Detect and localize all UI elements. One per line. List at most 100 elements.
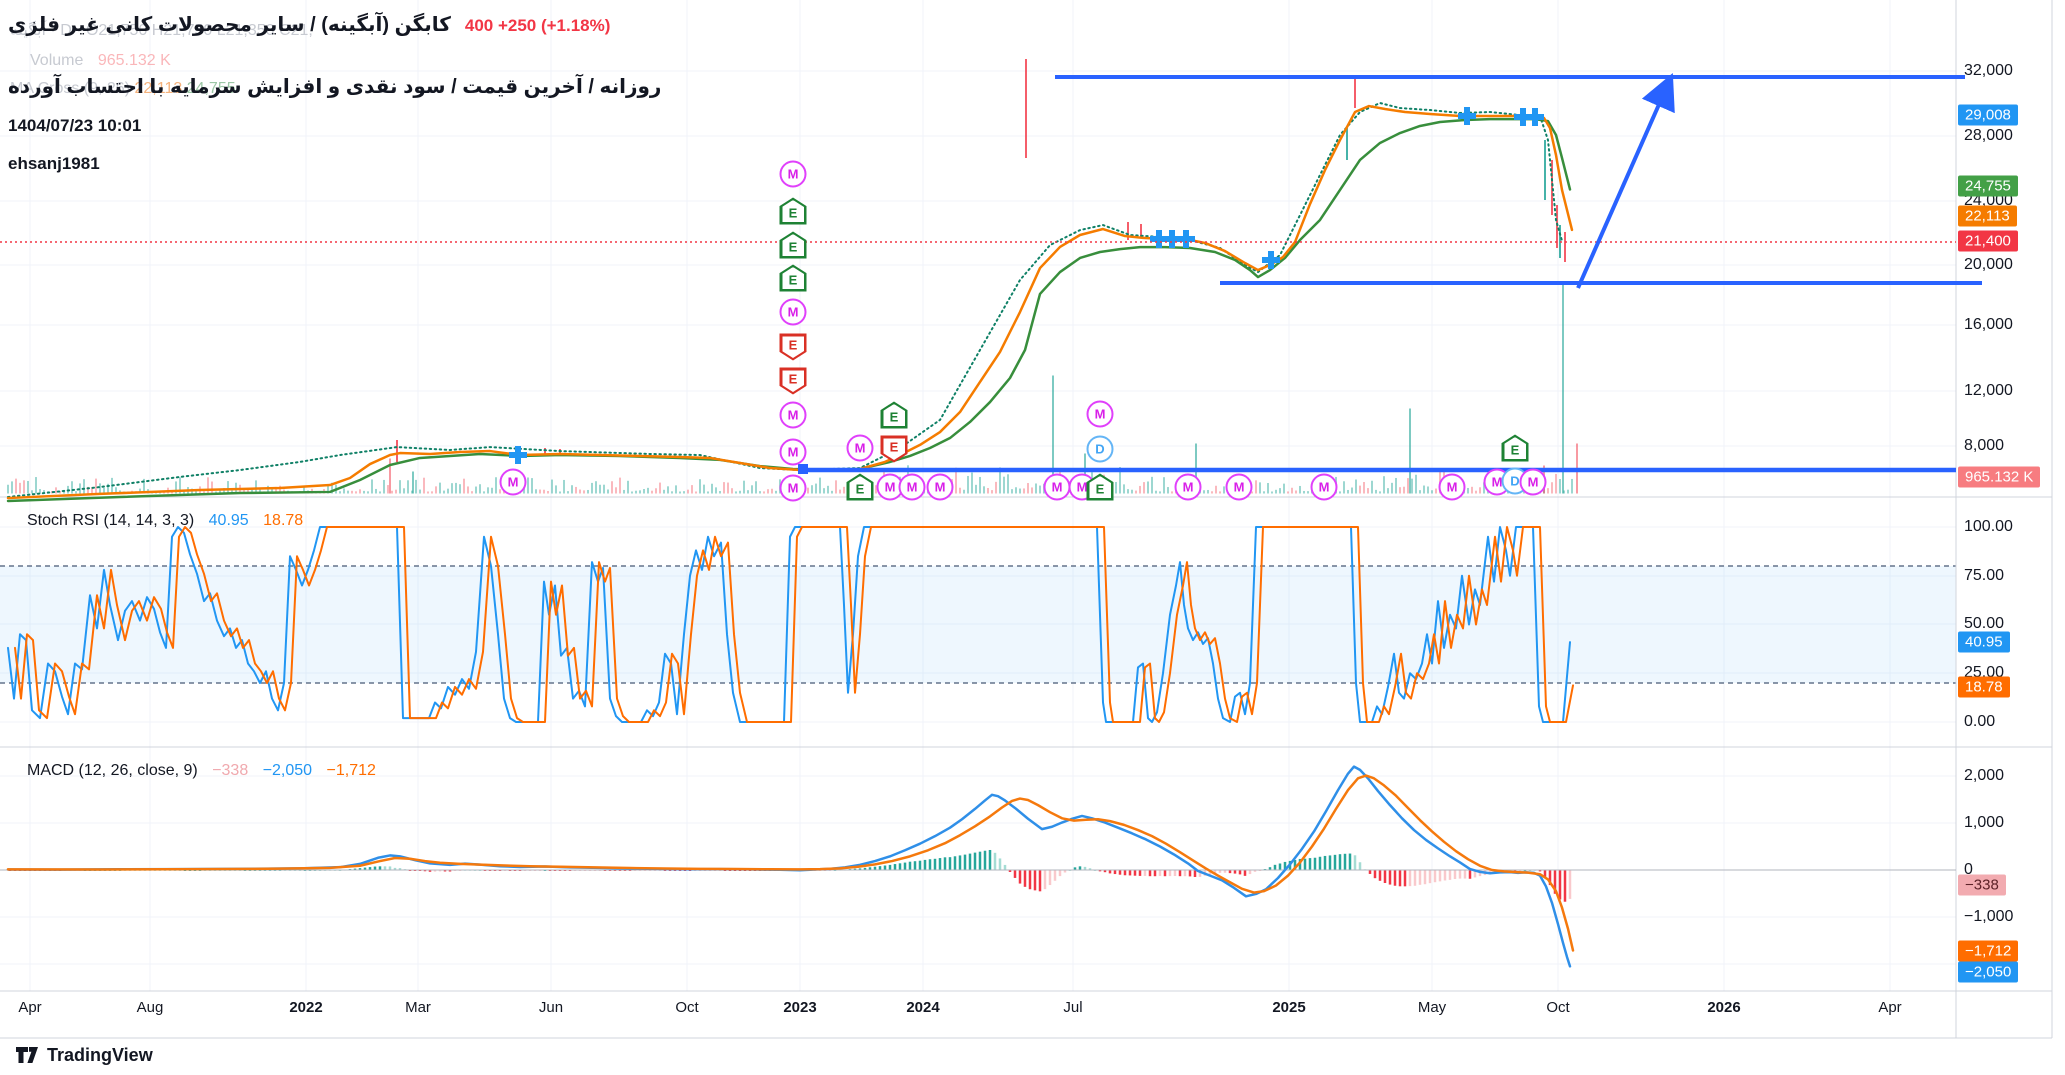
price-change: 400 +250 (+1.18%) <box>464 16 611 35</box>
dividend-marker-m[interactable]: M <box>499 468 527 496</box>
macd-axis-tick[interactable]: −1,000 <box>1964 908 2014 925</box>
event-marker-e-up[interactable]: E <box>779 231 807 259</box>
ma-cross-marker <box>1177 230 1195 248</box>
stoch-band <box>0 566 1956 683</box>
volume-value: 965.132 K <box>97 52 171 69</box>
macd-signal-value: −1,712 <box>326 762 376 779</box>
time-axis-label[interactable]: Jul <box>1063 999 1083 1016</box>
dividend-marker-m[interactable]: M <box>1086 400 1114 428</box>
macd-axis-badge: −1,712 <box>1958 940 2019 962</box>
dividend-marker-m[interactable]: M <box>926 473 954 501</box>
volume-legend[interactable]: Volume 965.132 K <box>30 52 171 70</box>
dividend-marker-m[interactable]: M <box>1438 473 1466 501</box>
dividend-marker-m[interactable]: M <box>1174 473 1202 501</box>
event-marker-e-up[interactable]: E <box>779 264 807 292</box>
time-axis-label[interactable]: Jun <box>538 999 564 1016</box>
dividend-marker-m[interactable]: M <box>1519 468 1547 496</box>
tradingview-logo-text: TradingView <box>47 1044 153 1065</box>
event-marker-e-down[interactable]: E <box>779 367 807 395</box>
time-axis-label[interactable]: May <box>1417 999 1447 1016</box>
price-axis-badge: 29,008 <box>1958 104 2018 126</box>
datetime-annotation[interactable]: 1404/07/23 10:01 <box>8 116 142 135</box>
price-axis-tick[interactable]: 8,000 <box>1964 437 2005 454</box>
time-axis-label[interactable]: 2023 <box>783 999 817 1016</box>
time-axis-label[interactable]: 2025 <box>1272 999 1306 1016</box>
dividend-marker-m[interactable]: M <box>779 438 807 466</box>
dividend-marker-m[interactable]: M <box>898 473 926 501</box>
trend-arrow <box>1576 73 1675 289</box>
dividend-marker-m[interactable]: M <box>1310 473 1338 501</box>
stoch-axis-tick[interactable]: 50.00 <box>1964 615 2005 632</box>
event-marker-e-up[interactable]: E <box>1086 473 1114 501</box>
dividend-marker-m[interactable]: M <box>779 474 807 502</box>
event-marker-e-up[interactable]: E <box>779 197 807 225</box>
time-axis-label[interactable]: Mar <box>405 999 431 1016</box>
time-axis-label[interactable]: Oct <box>675 999 699 1016</box>
symbol-legend: آبگینه · D · O21,750 H21,750 L21,350 C21… <box>8 12 661 173</box>
macd-title[interactable]: MACD (12, 26, close, 9) <box>27 762 198 779</box>
macd-line-value: −2,050 <box>262 762 313 779</box>
macd-axis-tick[interactable]: 1,000 <box>1964 814 2005 831</box>
dividend-marker-m[interactable]: M <box>779 298 807 326</box>
volume-label: Volume <box>30 52 84 69</box>
macd-hist-value: −338 <box>212 762 249 779</box>
time-axis-label[interactable]: 2024 <box>906 999 940 1016</box>
ma-cross-marker <box>1163 230 1181 248</box>
stoch-axis-tick[interactable]: 100.00 <box>1964 518 2013 535</box>
event-marker-e-up[interactable]: E <box>1501 434 1529 462</box>
dividend-marker-m[interactable]: M <box>779 160 807 188</box>
event-marker-e-down[interactable]: E <box>880 435 908 463</box>
event-marker-e-up[interactable]: E <box>880 401 908 429</box>
time-axis-label[interactable]: Oct <box>1546 999 1570 1016</box>
event-marker-e-up[interactable]: E <box>846 473 874 501</box>
price-axis-badge: 22,113 <box>1958 205 2017 227</box>
macd-axis-tick[interactable]: 0 <box>1964 861 1973 878</box>
user-drawings[interactable] <box>509 107 1544 474</box>
macd-axis-tick[interactable]: 2,000 <box>1964 767 2005 784</box>
price-axis-tick[interactable]: 12,000 <box>1964 382 2013 399</box>
ma-cross-marker <box>1262 251 1280 269</box>
ma-fast-value: 22,113 <box>134 80 183 97</box>
time-axis-label[interactable]: Apr <box>1878 999 1902 1016</box>
ma-cross-legend-faded[interactable]: MA Cross (9, 26) 22,113 24,755 <box>10 80 236 98</box>
time-axis-label[interactable]: Aug <box>136 999 164 1016</box>
ohlc-legend-faded: آبگینه · D · O21,750 H21,750 L21,350 C21… <box>10 22 313 39</box>
price-axis-badge: 965.132 K <box>1958 466 2041 488</box>
ma-cross-marker <box>1150 230 1168 248</box>
price-axis-badge: 24,755 <box>1958 175 2018 197</box>
username-annotation[interactable]: ehsanj1981 <box>8 154 100 173</box>
stoch-axis-tick[interactable]: 0.00 <box>1964 713 1996 730</box>
stoch-rsi-title[interactable]: Stoch RSI (14, 14, 3, 3) <box>27 512 195 529</box>
chart-subtitle-annotation[interactable]: روزانه / آخرین قیمت / سود نقدی و افزایش … <box>8 76 662 98</box>
stoch-k-value: 40.95 <box>208 512 249 529</box>
stoch-d-value: 18.78 <box>263 512 304 529</box>
price-axis-tick[interactable]: 20,000 <box>1964 256 2013 273</box>
macd-axis-badge: −338 <box>1958 874 2006 896</box>
ma-cross-marker <box>509 446 527 464</box>
dividend-marker-m[interactable]: M <box>846 434 874 462</box>
time-axis-label[interactable]: 2026 <box>1707 999 1741 1016</box>
dividend-marker-m[interactable]: M <box>1043 473 1071 501</box>
ma-cross-marker <box>1514 108 1532 126</box>
ma-slow-value: 24,755 <box>186 80 236 97</box>
macd-axis-badge: −2,050 <box>1958 961 2019 983</box>
event-marker-e-down[interactable]: E <box>779 333 807 361</box>
event-marker-d[interactable]: D <box>1086 435 1114 463</box>
tradingview-logo[interactable]: TradingView <box>14 1042 153 1068</box>
dividend-marker-m[interactable]: M <box>779 401 807 429</box>
stoch-axis-tick[interactable]: 75.00 <box>1964 567 2005 584</box>
stoch-rsi-legend[interactable]: Stoch RSI (14, 14, 3, 3) 40.95 18.78 <box>27 512 303 530</box>
time-axis-label[interactable]: Apr <box>18 999 42 1016</box>
symbol-title[interactable]: کابگن (آبگینه) / سایر محصولات کانی غیر ف… <box>8 14 451 36</box>
macd-legend[interactable]: MACD (12, 26, close, 9) −338 −2,050 −1,7… <box>27 762 376 780</box>
price-axis-tick[interactable]: 16,000 <box>1964 316 2013 333</box>
price-axis-tick[interactable]: 28,000 <box>1964 127 2013 144</box>
price-axis-tick[interactable]: 32,000 <box>1964 62 2013 79</box>
ma-cross-marker <box>1526 108 1544 126</box>
dividend-marker-m[interactable]: M <box>1225 473 1253 501</box>
time-axis-label[interactable]: 2022 <box>289 999 323 1016</box>
